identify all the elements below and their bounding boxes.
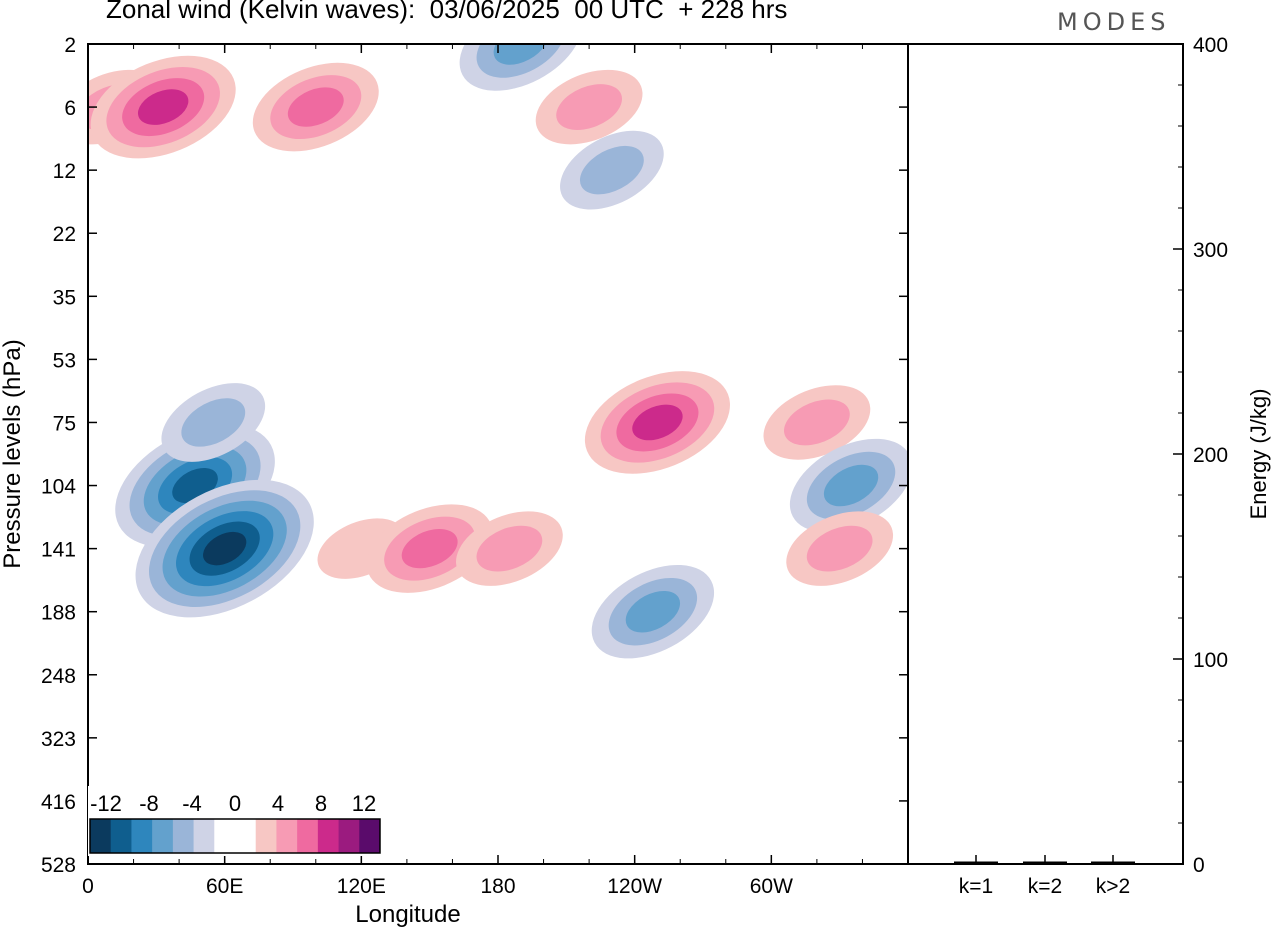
colorbar-label: 0 xyxy=(229,791,241,816)
y-tick-label: 53 xyxy=(53,349,76,372)
x-tick-label: 180 xyxy=(480,875,515,898)
x-tick-label: 120W xyxy=(607,875,662,898)
x-axis-label: Longitude xyxy=(355,901,460,928)
contour-feature-8-level-1 xyxy=(476,525,543,572)
colorbar-swatch xyxy=(297,819,319,853)
colorbar-swatch xyxy=(317,819,340,853)
chart-title: Zonal wind (Kelvin waves): 03/06/2025 00… xyxy=(106,0,788,24)
y-tick-label: 248 xyxy=(41,665,76,688)
colorbar-swatch xyxy=(276,819,298,853)
colorbar-swatch xyxy=(214,819,236,853)
energy-tick-label: 100 xyxy=(1193,649,1228,672)
colorbar-label: -8 xyxy=(139,791,159,816)
colorbar-label: 12 xyxy=(352,791,376,816)
y-tick-label: 188 xyxy=(41,602,76,625)
contour-feature-4-level-1 xyxy=(181,398,246,447)
colorbar-frame xyxy=(89,818,381,854)
colorbar-swatch xyxy=(172,819,195,853)
x-tick-label: 60E xyxy=(206,875,243,898)
y-tick-label: 528 xyxy=(41,854,76,877)
colorbar-swatch xyxy=(152,819,174,853)
y-tick-label: 6 xyxy=(64,97,76,120)
contour-feature-3-level-5 xyxy=(203,531,247,566)
colorbar-swatch xyxy=(359,819,381,853)
energy-category-label: k=2 xyxy=(1028,875,1062,898)
contour-fill xyxy=(88,44,908,659)
contour-feature-7-level-2 xyxy=(401,528,458,569)
y-axis-label: Pressure levels (hPa) xyxy=(0,339,26,568)
contour-feature-15-level-2 xyxy=(823,464,879,507)
contour-feature-1-level-3 xyxy=(137,89,189,125)
y-tick-label: 416 xyxy=(41,791,76,814)
colorbar-swatch xyxy=(235,819,257,853)
contour-feature-10-level-1 xyxy=(556,84,622,130)
y-tick-label: 104 xyxy=(41,476,76,499)
energy-tick-label: 0 xyxy=(1193,854,1205,877)
contour-feature-14-level-1 xyxy=(784,399,850,446)
energy-frame xyxy=(907,43,1184,865)
colorbar-swatch xyxy=(255,819,277,853)
colorbar-swatch xyxy=(90,819,112,853)
energy-panel: 0 100 200 300 400 k=1 k=2 k>2 Energy (J/kg) xyxy=(907,34,1271,898)
y-tick-label: 75 xyxy=(53,412,76,435)
contour-feature-5-level-2 xyxy=(287,87,344,127)
energy-tick-label: 200 xyxy=(1193,444,1228,467)
contour-feature-9-level-2 xyxy=(493,44,548,65)
energy-tick-label: 300 xyxy=(1193,239,1228,262)
contour-feature-16-level-1 xyxy=(806,525,873,572)
energy-category-label: k=1 xyxy=(959,875,993,898)
energy-axis-label: Energy (J/kg) xyxy=(1246,389,1271,520)
y-tick-label: 35 xyxy=(53,286,76,309)
colorbar-label: -4 xyxy=(182,791,202,816)
y-tick-label: 323 xyxy=(41,728,76,751)
contour-feature-11-level-1 xyxy=(579,145,644,195)
colorbar-swatch xyxy=(110,819,132,853)
colorbar-swatch xyxy=(193,819,215,853)
contour-feature-13-level-2 xyxy=(625,590,681,633)
y-tick-label: 22 xyxy=(53,223,76,246)
colorbar-swatch xyxy=(131,819,153,853)
energy-tick-label: 400 xyxy=(1193,34,1228,57)
contour-feature-12-level-3 xyxy=(632,404,683,441)
colorbar-label: 4 xyxy=(272,791,284,816)
x-tick-label: 120E xyxy=(337,875,386,898)
y-tick-label: 141 xyxy=(41,539,76,562)
x-tick-label: 0 xyxy=(82,875,94,898)
colorbar: -12 -8 -4 0 4 8 12 xyxy=(88,786,382,856)
wind-contours xyxy=(88,44,908,659)
y-tick-label: 12 xyxy=(53,160,76,183)
colorbar-label: -12 xyxy=(90,791,122,816)
modes-logo: MODES xyxy=(1057,8,1171,36)
energy-category-label: k>2 xyxy=(1096,875,1130,898)
y-tick-label: 2 xyxy=(64,34,76,57)
colorbar-swatch xyxy=(338,819,360,853)
colorbar-label: 8 xyxy=(315,791,327,816)
x-tick-label: 60W xyxy=(750,875,793,898)
